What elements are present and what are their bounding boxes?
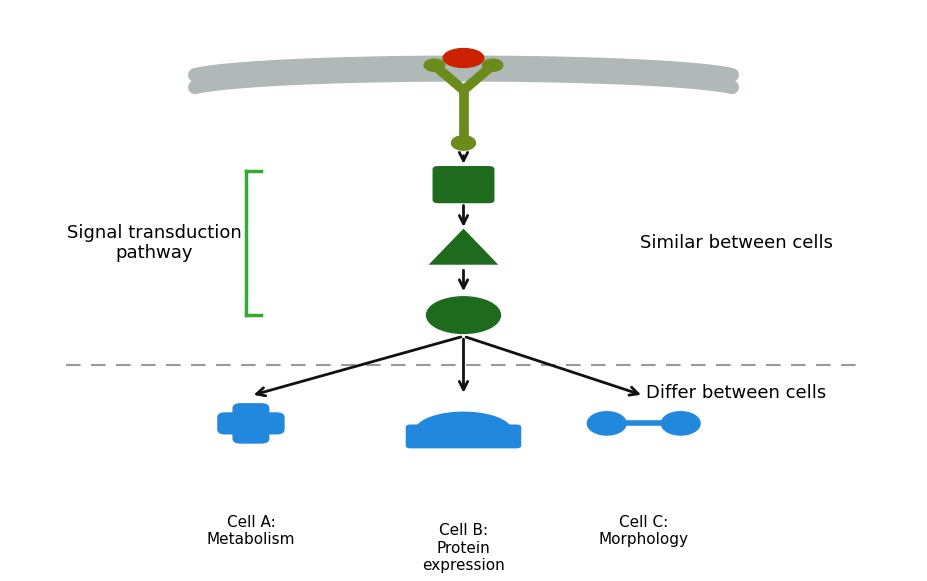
Text: Similar between cells: Similar between cells [640,234,832,252]
Ellipse shape [426,297,501,333]
FancyBboxPatch shape [433,166,494,203]
Circle shape [588,412,626,435]
Circle shape [661,412,700,435]
Circle shape [425,59,445,71]
Ellipse shape [443,49,484,67]
FancyBboxPatch shape [406,425,521,449]
Text: Cell B:
Protein
expression: Cell B: Protein expression [422,523,505,573]
Polygon shape [428,229,499,265]
Text: Cell C:
Morphology: Cell C: Morphology [599,515,689,547]
Polygon shape [415,413,512,432]
Circle shape [482,59,502,71]
FancyBboxPatch shape [233,403,270,444]
Text: Differ between cells: Differ between cells [646,384,826,402]
Text: Signal transduction
pathway: Signal transduction pathway [67,224,241,263]
FancyBboxPatch shape [217,413,285,435]
Circle shape [451,136,476,150]
Text: Cell A:
Metabolism: Cell A: Metabolism [207,515,295,547]
